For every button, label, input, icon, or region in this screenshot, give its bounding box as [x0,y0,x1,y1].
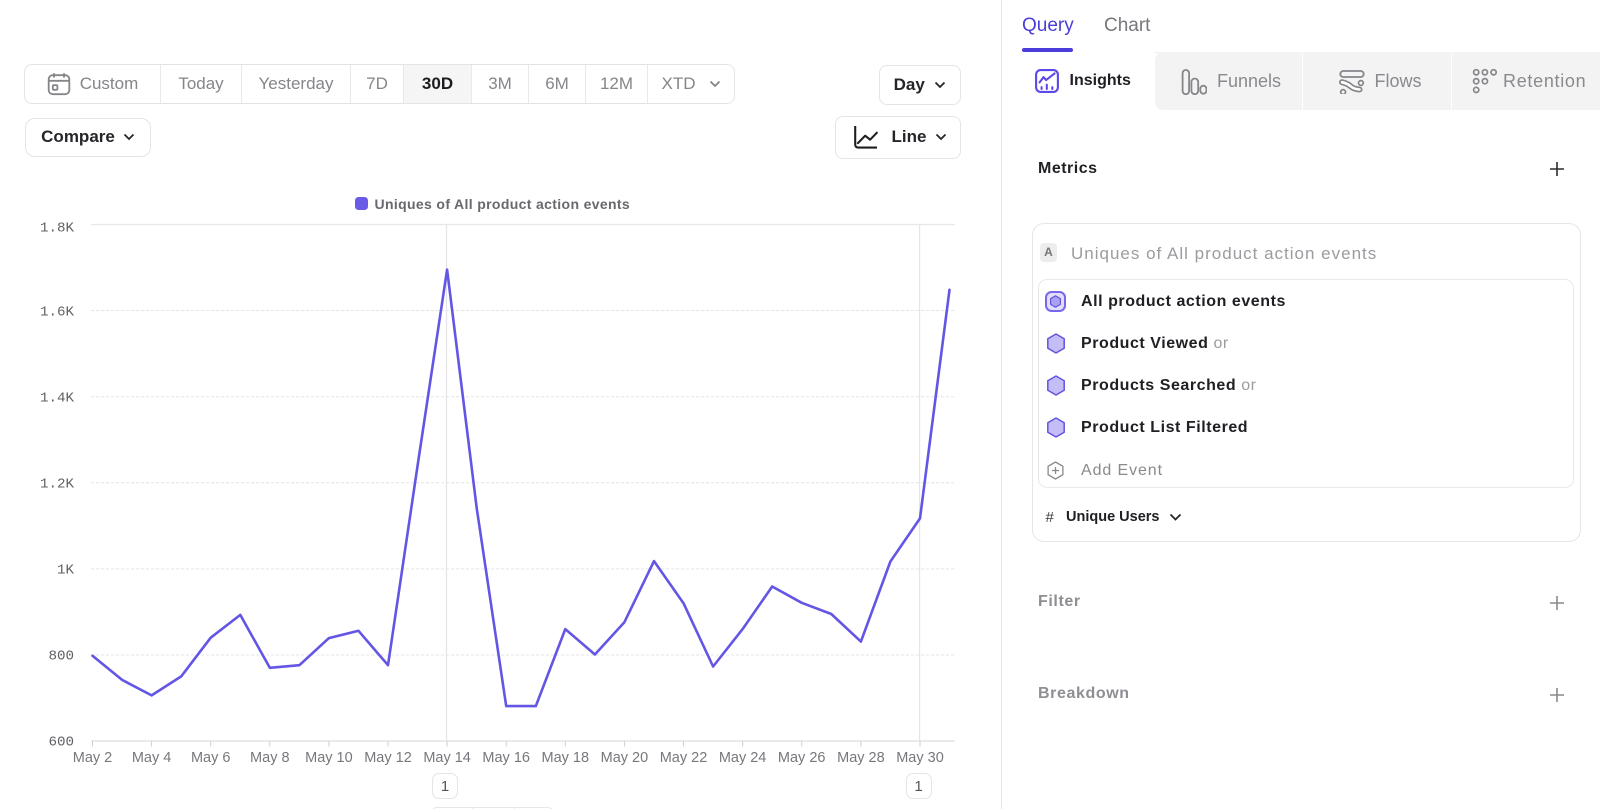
svg-text:May 28: May 28 [837,750,885,766]
svg-text:May 4: May 4 [132,750,172,766]
svg-text:May 8: May 8 [250,750,290,766]
svg-text:1.8K: 1.8K [40,221,75,237]
svg-text:May 14: May 14 [423,750,471,766]
svg-text:May 6: May 6 [191,750,231,766]
svg-text:May 24: May 24 [719,750,767,766]
svg-text:1K: 1K [57,563,75,579]
svg-text:1.4K: 1.4K [40,391,75,407]
svg-text:May 26: May 26 [778,750,826,766]
svg-text:1.6K: 1.6K [40,305,75,321]
svg-text:May 22: May 22 [660,750,708,766]
svg-text:1.2K: 1.2K [40,477,75,493]
svg-text:May 18: May 18 [542,750,590,766]
svg-text:800: 800 [48,649,74,665]
svg-text:May 30: May 30 [896,750,944,766]
svg-text:May 16: May 16 [482,750,530,766]
svg-text:May 2: May 2 [73,750,113,766]
svg-text:600: 600 [48,735,74,751]
svg-text:May 20: May 20 [601,750,649,766]
svg-text:May 10: May 10 [305,750,353,766]
svg-text:May 12: May 12 [364,750,412,766]
